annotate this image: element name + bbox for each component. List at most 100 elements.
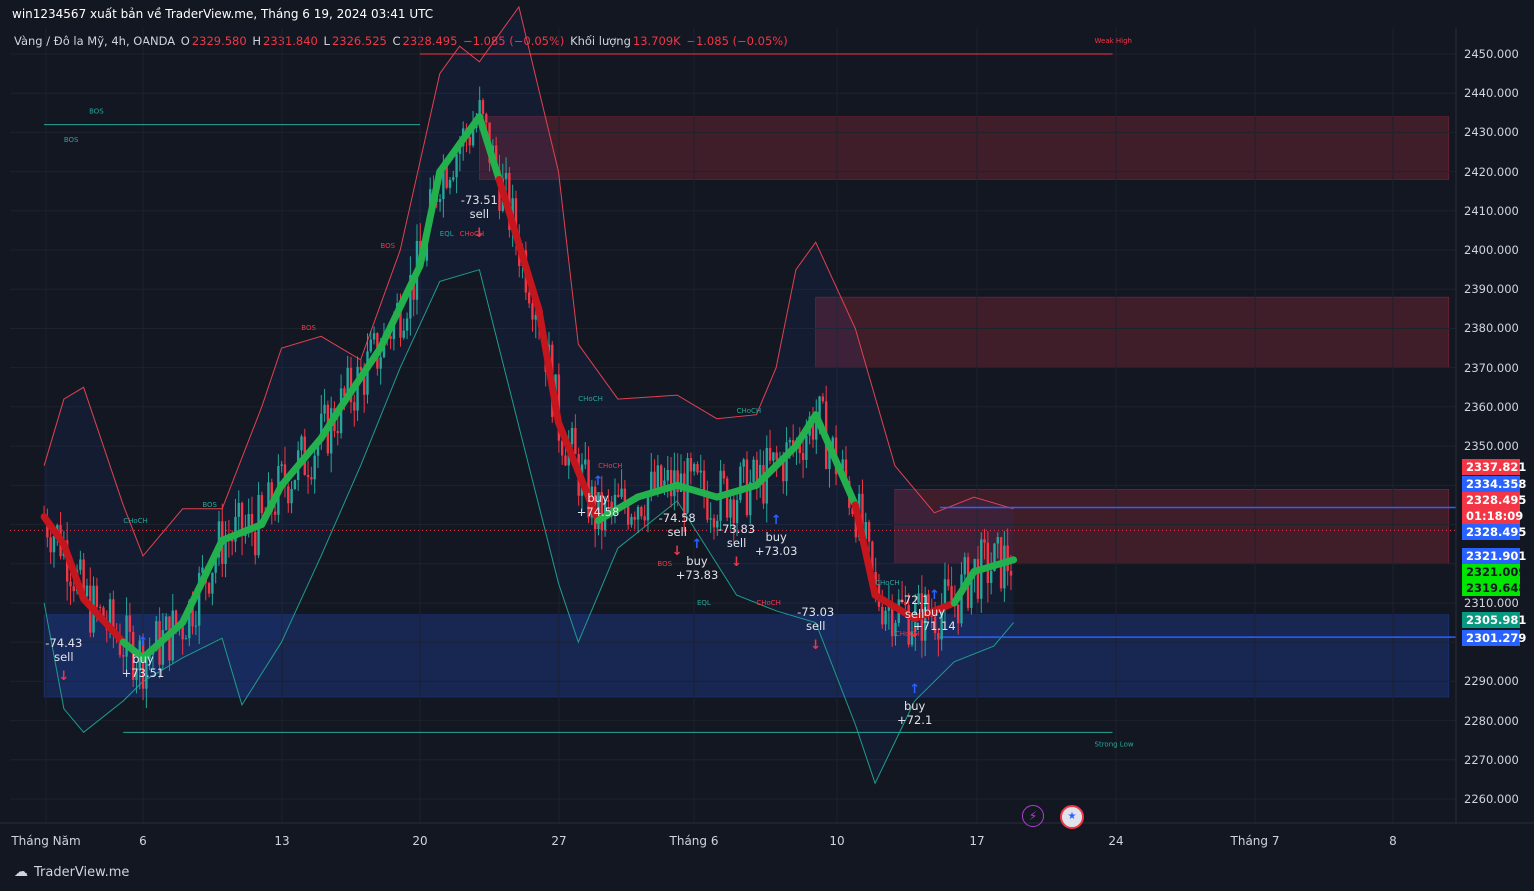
candle-body [112,599,115,632]
smc-label: BOS [657,559,673,568]
candle-body [448,179,452,188]
symbol-name[interactable]: Vàng / Đô la Mỹ, 4h, OANDA [14,34,176,48]
signal-value: -74.58 [658,510,696,525]
candle-body [692,464,696,472]
candle-body [907,605,910,645]
lightning-icon[interactable]: ⚡ [1022,805,1044,827]
price-tick-label: 2390.000 [1464,282,1519,297]
candle-body [267,482,270,516]
price-tick-label: 2450.000 [1464,47,1519,61]
candle-body [214,557,217,573]
candle-body [782,457,785,482]
candle-body [894,622,897,637]
candle-body [900,599,904,603]
candle-body [666,470,669,481]
trend-layer [40,113,1018,662]
candle-body [785,442,788,482]
arrow-down-icon: ↓ [810,637,822,653]
candle-body [201,567,204,574]
trend-segment [752,442,800,489]
candle-body [617,494,620,497]
buy-signal-label: buy +74.58 [576,491,620,519]
candle-body [353,402,356,411]
arrow-down-icon: ↓ [58,669,70,685]
candle-body [402,330,405,338]
candle-body [445,164,448,188]
candle-body [145,658,148,689]
candle-body [712,518,716,528]
symbol-legend: Vàng / Đô la Mỹ, 4h, OANDA O 2329.580 H 23… [14,30,790,52]
price-tag: 2305.981 [1462,612,1526,628]
price-tag: 2321.901 [1462,548,1526,564]
signal-side: sell [667,524,687,539]
candle-body [399,303,402,338]
candle-body [716,520,719,528]
close-value: 2328.495 [402,34,458,48]
candle-body [772,452,775,461]
demand-zone [43,614,1450,698]
price-tick-label: 2400.000 [1464,243,1519,258]
trend-segment [812,411,859,509]
candle-body [930,615,933,617]
candle-body [890,602,894,637]
signal-value: -73.83 [718,522,756,537]
smc-label: CHoCH [756,598,781,607]
level-label: BOS [89,108,104,116]
candle-body [725,478,729,518]
buy-signal-label: buy +73.83 [675,554,719,582]
band-fill [44,6,1014,784]
trend-segment [218,521,266,544]
signal-value: -72.1 [899,593,930,608]
candle-body [956,604,960,624]
price-tick-label: 2260.000 [1464,792,1519,806]
candle-body [514,198,518,240]
grid-layer [10,28,1456,823]
signal-value: +72.1 [897,712,933,727]
signal-side: sell [805,618,826,633]
candle-body [320,413,323,443]
signal-side: sell [469,207,490,222]
signal-side: buy [903,698,926,713]
time-tick-label: 27 [551,834,567,848]
trend-segment [436,113,483,176]
open-label: O [180,34,190,48]
sell-signal-label: -73.03 sell [794,605,838,633]
lower-band-line [43,269,1014,785]
upper-band-line [43,5,1014,557]
trend-segment [792,411,820,450]
candle-body [247,513,250,528]
candle-body [52,536,56,553]
time-tick-label: 6 [139,834,147,848]
us-flag-icon[interactable]: ★ [1060,805,1084,829]
candle-body [323,404,326,414]
price-tick-label: 2360.000 [1464,399,1519,414]
volume-label[interactable]: Khối lượng [570,34,631,48]
trend-segment [634,481,681,501]
trend-segment [970,556,1018,576]
arrow-up-icon: ↑ [770,513,782,529]
trend-segment [713,481,760,501]
candle-body [95,585,99,607]
buy-signal-label: buy +72.1 [893,699,937,727]
arrow-down-icon: ↓ [671,543,683,559]
candle-body [646,493,650,521]
candle-body [986,542,990,583]
candle-body [372,333,376,340]
candle-body [527,292,531,304]
time-tick-label: 10 [829,834,845,848]
candle-body [643,516,646,521]
trend-segment [60,540,88,603]
candle-body [861,493,864,540]
time-tick-label: Tháng 7 [1230,834,1280,848]
candle-body [762,465,765,504]
candle-body [481,100,485,114]
signal-value: -73.03 [797,604,835,619]
candle-body [72,586,75,592]
watermark[interactable]: ☁ TraderView.me [14,864,129,880]
sell-signal-label: -72.1 sell [893,593,937,621]
trend-segment [911,599,958,623]
time-tick-label: 20 [412,834,428,848]
candle-body [287,486,290,504]
candle-body [458,146,462,154]
